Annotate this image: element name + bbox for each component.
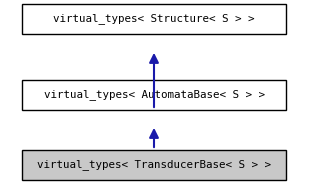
FancyBboxPatch shape bbox=[22, 150, 286, 180]
FancyBboxPatch shape bbox=[22, 4, 286, 34]
Text: virtual_types< Structure< S > >: virtual_types< Structure< S > > bbox=[53, 14, 255, 24]
Text: virtual_types< AutomataBase< S > >: virtual_types< AutomataBase< S > > bbox=[44, 90, 265, 100]
Text: virtual_types< TransducerBase< S > >: virtual_types< TransducerBase< S > > bbox=[37, 159, 271, 171]
FancyBboxPatch shape bbox=[22, 80, 286, 110]
